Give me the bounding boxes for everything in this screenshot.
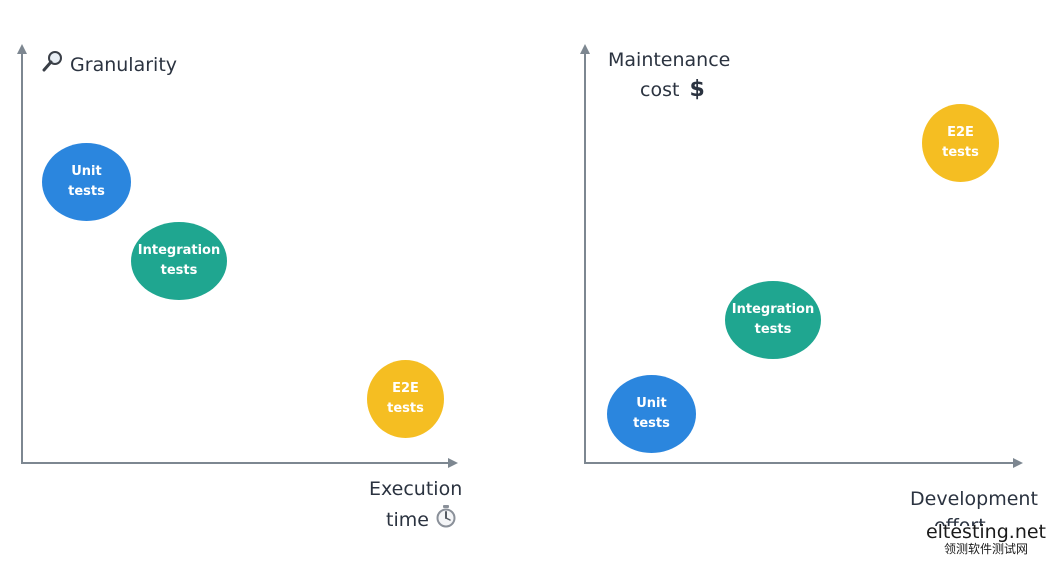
bubble-label: Integration	[731, 302, 815, 317]
cost-label: cost	[640, 79, 680, 101]
bubble-label: tests	[942, 145, 979, 160]
right-x-axis-label-line1: Development	[910, 488, 1038, 510]
granularity-label: Granularity	[70, 54, 178, 76]
right-x-axis-label-line2: effort	[934, 515, 986, 526]
bubble-label: tests	[160, 263, 198, 278]
right-unit-tests-bubble: Unit tests	[607, 375, 696, 453]
right-e2e-tests-bubble: E2E tests	[922, 104, 999, 182]
bubble-label: Integration	[137, 243, 221, 258]
right-integration-tests-bubble: Integration tests	[725, 281, 821, 359]
left-e2e-tests-bubble: E2E tests	[367, 360, 444, 438]
left-x-axis	[21, 462, 449, 464]
bubble-label: tests	[633, 416, 670, 431]
left-x-axis-label-line1: Execution	[369, 478, 463, 500]
left-x-axis-label-line2: time	[386, 504, 457, 537]
dollar-icon: $	[689, 77, 705, 102]
right-x-axis	[584, 462, 1014, 464]
right-y-axis-arrow	[580, 44, 590, 54]
right-y-axis	[584, 52, 586, 463]
bubble-label: E2E	[392, 381, 419, 396]
stopwatch-icon	[435, 504, 457, 537]
magnifier-icon	[42, 50, 64, 81]
watermark-main: eltesting.net	[925, 521, 1046, 543]
bubble-label: Unit	[71, 164, 102, 179]
left-integration-tests-bubble: Integration tests	[131, 222, 227, 300]
bubble-label: E2E	[947, 125, 974, 140]
left-y-axis	[21, 52, 23, 463]
right-y-axis-label-line1: Maintenance	[608, 49, 731, 71]
left-y-axis-arrow	[17, 44, 27, 54]
right-y-axis-label-line2: cost $	[640, 75, 705, 105]
time-label: time	[386, 509, 429, 531]
watermark: eltesting.net 领测软件测试网	[926, 522, 1046, 556]
watermark-sub: 领测软件测试网	[943, 542, 1028, 556]
bubble-label: tests	[387, 401, 424, 416]
left-x-axis-arrow	[448, 458, 458, 468]
left-unit-tests-bubble: Unit tests	[42, 143, 131, 221]
bubble-label: Unit	[636, 396, 667, 411]
bubble-label: tests	[754, 322, 792, 337]
bubble-label: tests	[68, 184, 105, 199]
right-x-axis-arrow	[1013, 458, 1023, 468]
left-y-axis-label: Granularity	[42, 50, 177, 81]
